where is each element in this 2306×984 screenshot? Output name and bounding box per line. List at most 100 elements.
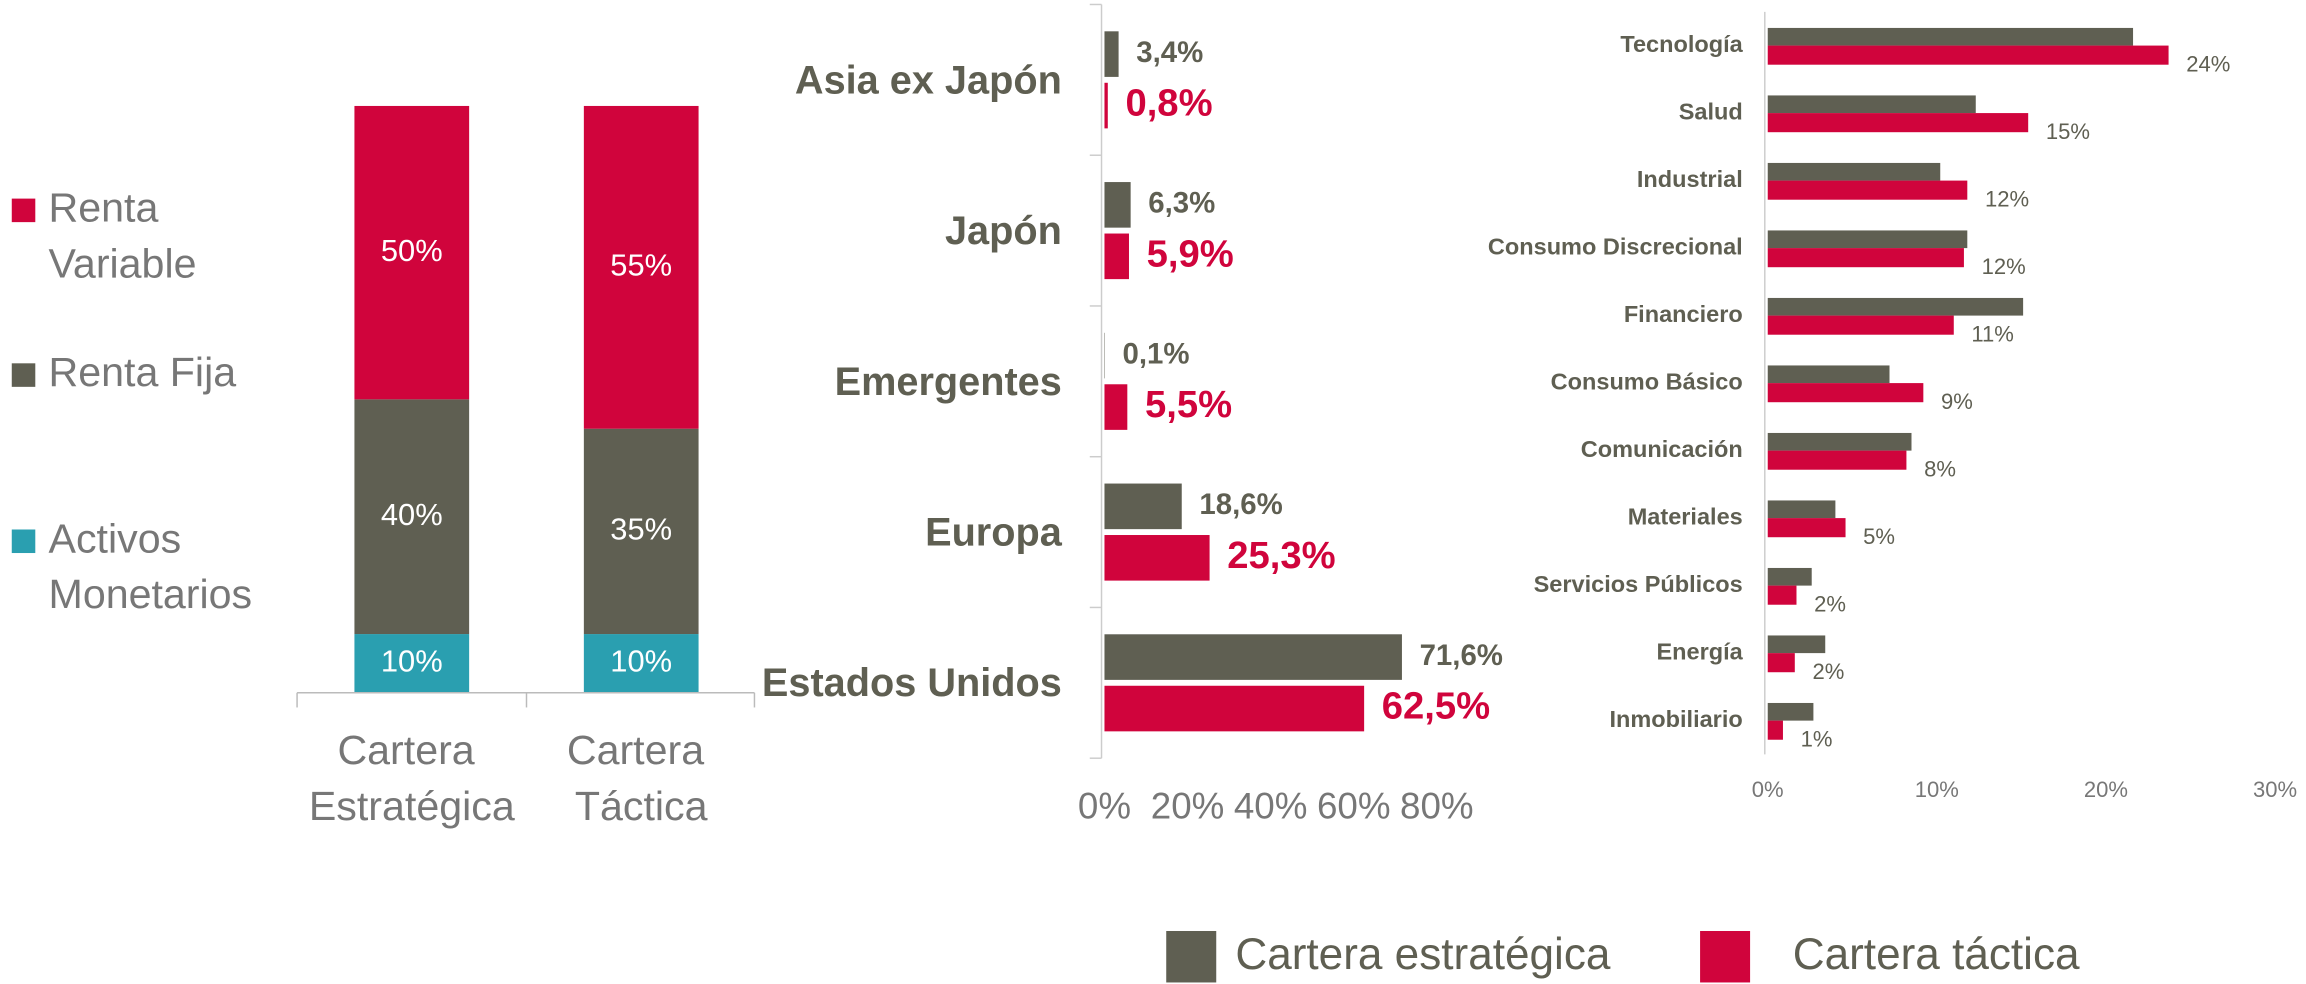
- value-label: 3,4%: [1136, 36, 1203, 69]
- legend-swatch: [1166, 930, 1217, 983]
- category-label: Financiero: [1624, 301, 1743, 327]
- bar: [1767, 297, 2024, 316]
- value-label: 6,3%: [1148, 187, 1215, 220]
- bar-segment: [583, 634, 699, 693]
- legend-swatch: [11, 198, 36, 223]
- bar: [1104, 31, 1119, 77]
- x-tick-label: 10%: [1915, 777, 1959, 802]
- category-label: Europa: [925, 511, 1063, 555]
- value-label: 2%: [1812, 659, 1844, 684]
- category-label: Materiales: [1628, 503, 1743, 529]
- value-label: 50%: [381, 233, 443, 268]
- bar-segment: [354, 399, 470, 635]
- bar-segment: [583, 428, 699, 635]
- value-label: 24%: [2186, 51, 2230, 76]
- category-label: Comunicación: [1581, 436, 1743, 462]
- value-label: 0,8%: [1125, 82, 1212, 125]
- bar: [1767, 315, 1954, 335]
- value-label: 5,9%: [1147, 232, 1234, 275]
- bar: [1104, 82, 1108, 129]
- bar-segment: [354, 105, 470, 400]
- bar: [1767, 720, 1783, 740]
- bar: [1767, 95, 1976, 114]
- bar: [1767, 365, 1890, 384]
- value-label: 2%: [1814, 591, 1846, 616]
- x-tick-label: 60%: [1317, 786, 1391, 827]
- legend-swatch: [1700, 930, 1751, 983]
- value-label: 5%: [1863, 524, 1895, 549]
- value-label: 62,5%: [1382, 685, 1490, 728]
- bar: [1767, 653, 1795, 673]
- x-tick-label: 20%: [2084, 777, 2128, 802]
- bar: [1767, 567, 1812, 586]
- bar: [1767, 248, 1964, 268]
- x-tick-label: 30%: [2253, 777, 2297, 802]
- category-label: Industrial: [1637, 166, 1743, 192]
- legend-swatch: [11, 363, 36, 387]
- bar: [1104, 535, 1210, 581]
- x-tick-label: 0%: [1078, 786, 1131, 827]
- legend-label: Renta Fija: [49, 349, 237, 395]
- legend-label: Renta Variable: [49, 184, 197, 286]
- bar: [1767, 113, 2029, 133]
- value-label: 1%: [1801, 726, 1833, 751]
- value-label: 10%: [381, 644, 443, 679]
- value-label: 18,6%: [1199, 488, 1282, 521]
- legend-label: Cartera estratégica: [1235, 930, 1611, 979]
- bar: [1767, 27, 2134, 46]
- x-tick-label: Cartera Estratégica: [309, 727, 515, 829]
- legend-label: Activos Monetarios: [49, 515, 253, 617]
- bar: [1767, 702, 1814, 721]
- value-label: 5,5%: [1145, 383, 1232, 426]
- category-label: Consumo Básico: [1551, 368, 1743, 394]
- bar: [1767, 383, 1924, 403]
- value-label: 25,3%: [1227, 534, 1335, 577]
- x-tick-label: 40%: [1234, 786, 1308, 827]
- value-label: 35%: [610, 512, 672, 547]
- bar-segment: [583, 105, 699, 429]
- x-tick-label: 80%: [1400, 786, 1474, 827]
- bar: [1767, 518, 1846, 538]
- bar-segment: [354, 634, 470, 693]
- bar: [1104, 634, 1402, 680]
- bar: [1767, 180, 1968, 200]
- legend-swatch: [11, 529, 36, 554]
- category-label: Japón: [945, 209, 1062, 253]
- bar: [1767, 432, 1912, 451]
- bar: [1104, 182, 1131, 228]
- category-label: Inmobiliario: [1609, 706, 1742, 732]
- bar: [1767, 230, 1968, 249]
- legend-label: Cartera táctica: [1793, 930, 2080, 979]
- bar: [1104, 483, 1182, 530]
- bar: [1104, 233, 1129, 280]
- category-label: Servicios Públicos: [1534, 571, 1743, 597]
- value-label: 0,1%: [1123, 337, 1190, 370]
- category-label: Salud: [1679, 98, 1743, 124]
- value-label: 8%: [1924, 456, 1956, 481]
- bar: [1767, 500, 1836, 519]
- value-label: 12%: [1985, 186, 2029, 211]
- value-label: 11%: [1971, 321, 2014, 346]
- category-label: Emergentes: [835, 360, 1062, 404]
- category-label: Tecnología: [1620, 31, 1743, 57]
- x-tick-label: Cartera Táctica: [567, 727, 716, 829]
- bar: [1767, 450, 1907, 470]
- bar: [1104, 685, 1365, 732]
- value-label: 40%: [381, 497, 443, 532]
- value-label: 9%: [1941, 389, 1973, 414]
- bar: [1767, 45, 2169, 65]
- value-label: 15%: [2046, 119, 2090, 144]
- category-label: Estados Unidos: [762, 661, 1062, 705]
- x-tick-label: 20%: [1151, 786, 1225, 827]
- bar: [1767, 585, 1797, 605]
- category-label: Energía: [1656, 638, 1743, 664]
- bar: [1104, 384, 1128, 430]
- value-label: 55%: [610, 247, 672, 282]
- value-label: 12%: [1982, 254, 2026, 279]
- category-label: Consumo Discrecional: [1488, 233, 1743, 259]
- bar: [1767, 635, 1826, 654]
- category-label: Asia ex Japón: [795, 58, 1062, 102]
- value-label: 71,6%: [1420, 639, 1503, 672]
- value-label: 10%: [610, 644, 672, 679]
